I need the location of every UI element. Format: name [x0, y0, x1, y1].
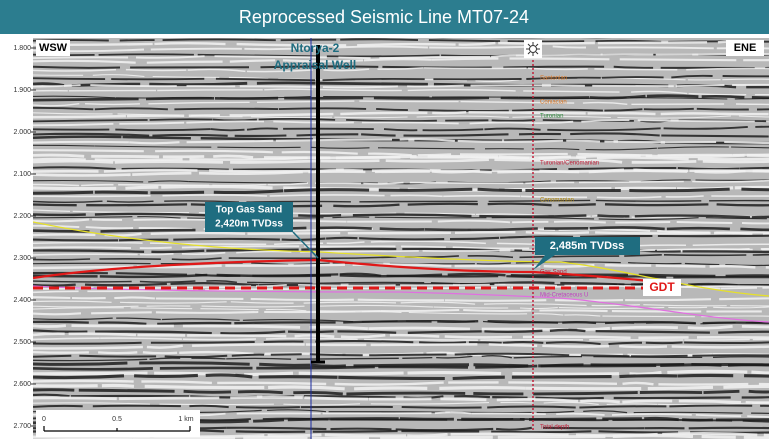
reflector — [33, 388, 769, 396]
time-tick-label: 2.200 — [13, 213, 31, 220]
reflector — [33, 138, 769, 145]
reflector — [33, 320, 769, 326]
annotation-text: 2,420m TVDss — [215, 219, 283, 230]
time-tick-label: 1.800 — [13, 45, 31, 52]
reflector — [33, 373, 769, 381]
reflector — [33, 83, 769, 89]
scale-label: 0.5 — [112, 416, 122, 423]
formation-label: Cenomanian — [540, 198, 574, 204]
time-tick-label: 1.900 — [13, 87, 31, 94]
reflector — [33, 379, 769, 386]
time-tick-label: 2.300 — [13, 255, 31, 262]
time-axis: 1.800 1.900 2.000 2.100 2.200 2.300 2.400 2.500… — [13, 45, 36, 430]
well-name: Ntorya-2 — [291, 41, 340, 55]
mid-cretaceous-horizon — [33, 285, 769, 323]
reflector — [33, 332, 769, 340]
annotation-pointer — [533, 255, 555, 270]
reflector — [33, 144, 769, 151]
reflector — [33, 272, 769, 279]
reflector — [33, 324, 769, 331]
reflector — [33, 74, 769, 82]
time-tick-label: 2.500 — [13, 339, 31, 346]
time-tick-label: 2.000 — [13, 129, 31, 136]
reflector — [33, 168, 769, 177]
scale-label: 1 km — [178, 416, 193, 423]
annotation-pointer — [292, 231, 319, 259]
formation-label: Coniacian — [540, 100, 567, 106]
reflector — [33, 337, 769, 341]
scale-label: 0 — [42, 416, 46, 423]
direction-box — [36, 40, 70, 56]
reflector — [33, 194, 769, 199]
direction-right: ENE — [734, 42, 757, 54]
reflector — [33, 125, 769, 132]
reflector — [339, 38, 612, 39]
horizons — [33, 38, 769, 439]
reflector — [33, 45, 769, 53]
reflector — [33, 395, 769, 405]
title: Reprocessed Seismic Line MT07-24 — [239, 7, 529, 27]
reflector — [33, 199, 769, 204]
reflector — [33, 94, 769, 102]
reflector — [33, 304, 769, 310]
annotation-text: 2,485m TVDss — [550, 240, 625, 252]
reflector — [33, 263, 769, 270]
top-gas-sand-horizon — [33, 258, 661, 284]
reflector — [33, 340, 769, 345]
reflector — [33, 352, 769, 359]
time-tick-label: 2.400 — [13, 297, 31, 304]
annotation-box — [205, 202, 293, 232]
reflector — [33, 308, 762, 316]
reflector — [33, 106, 769, 112]
reflector — [33, 88, 769, 96]
sun-icon — [524, 40, 542, 58]
reflector — [33, 119, 769, 127]
reflector — [33, 158, 769, 164]
reflector — [33, 156, 769, 162]
direction-left: WSW — [39, 42, 68, 54]
annotation-text: Top Gas Sand — [216, 205, 283, 216]
reflector — [33, 383, 769, 391]
formation-label: Mid-Cretaceous U — [540, 293, 588, 299]
formation-label: Turonian/Cenomanian — [540, 161, 599, 167]
reflector — [33, 253, 769, 261]
scale-bar: 0 0.5 1 km — [36, 410, 200, 437]
well-subtitle: Appraisal Well — [274, 58, 356, 72]
annotation-box — [535, 237, 640, 255]
formation-label: Turonian — [540, 114, 563, 120]
seismic-reflectors — [33, 38, 769, 439]
reflector — [33, 40, 759, 47]
reflector — [33, 132, 769, 138]
reflector — [33, 111, 769, 119]
reflector — [33, 369, 769, 377]
time-tick-label: 2.700 — [13, 423, 31, 430]
reflector — [33, 300, 769, 307]
title-bar — [0, 0, 769, 34]
yellow-horizon — [33, 221, 769, 297]
gdt-label: GDT — [649, 280, 675, 294]
reflector — [33, 187, 769, 195]
time-tick-label: 2.100 — [13, 171, 31, 178]
reflector — [33, 57, 769, 64]
time-tick-label: 2.600 — [13, 381, 31, 388]
reflector — [33, 362, 769, 371]
reflector — [33, 100, 769, 107]
formation-label: Gas Sand — [540, 270, 567, 276]
reflector — [33, 343, 769, 350]
reflector — [33, 433, 769, 439]
reflector — [33, 404, 769, 409]
direction-box — [726, 40, 764, 56]
reflector — [33, 67, 769, 73]
reflector — [33, 52, 769, 60]
formation-label: Santonian — [540, 76, 567, 82]
formation-label: Total depth — [540, 425, 569, 431]
reflector — [33, 355, 769, 362]
gdt-box — [643, 279, 681, 296]
